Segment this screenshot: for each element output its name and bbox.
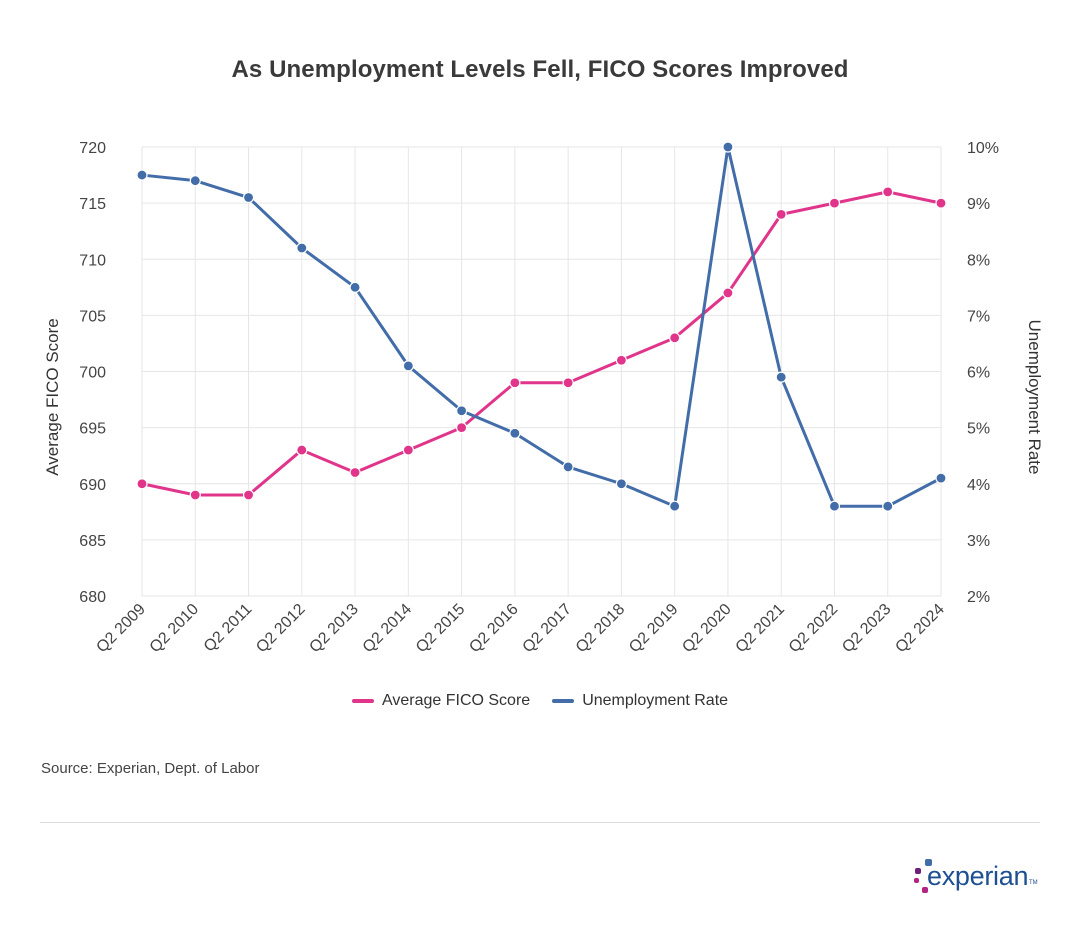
x-tick-label: Q2 2012 bbox=[253, 601, 308, 656]
data-point-fico bbox=[669, 332, 681, 344]
legend-item-fico[interactable]: Average FICO Score bbox=[351, 692, 531, 710]
data-point-unemployment bbox=[828, 500, 841, 512]
y-right-tick-label: 4% bbox=[967, 477, 990, 494]
x-tick-label: Q2 2009 bbox=[93, 601, 148, 656]
x-tick-label: Q2 2024 bbox=[892, 601, 947, 656]
data-point-unemployment bbox=[456, 405, 468, 417]
y-right-tick-label: 10% bbox=[967, 140, 999, 157]
x-tick-label: Q2 2018 bbox=[573, 601, 628, 656]
legend-swatch-unemployment bbox=[552, 699, 575, 703]
data-point-unemployment bbox=[509, 427, 521, 439]
data-point-fico bbox=[242, 489, 255, 501]
y-left-tick-label: 700 bbox=[79, 365, 106, 382]
legend-label-unemployment: Unemployment Rate bbox=[582, 692, 729, 709]
data-point-fico bbox=[615, 354, 628, 366]
data-point-unemployment bbox=[935, 472, 947, 484]
data-point-unemployment bbox=[189, 175, 201, 187]
x-tick-label: Q2 2011 bbox=[201, 601, 256, 656]
y-left-tick-label: 690 bbox=[79, 477, 106, 494]
data-point-fico bbox=[722, 287, 734, 299]
x-tick-label: Q2 2017 bbox=[520, 601, 575, 656]
data-point-fico bbox=[509, 377, 521, 389]
x-tick-label: Q2 2016 bbox=[466, 601, 521, 656]
y-right-tick-label: 9% bbox=[967, 196, 990, 213]
data-point-unemployment bbox=[775, 371, 787, 383]
data-point-unemployment bbox=[296, 242, 308, 254]
data-point-unemployment bbox=[882, 500, 894, 512]
footer-divider bbox=[40, 822, 1040, 823]
logo-dot-magenta bbox=[914, 878, 919, 883]
y-left-axis-title: Average FICO Score bbox=[43, 318, 62, 475]
experian-logo: experian TM bbox=[912, 856, 1042, 900]
logo-dot-purple bbox=[915, 868, 921, 874]
legend-label-fico: Average FICO Score bbox=[381, 692, 531, 709]
data-point-unemployment bbox=[615, 478, 628, 490]
data-point-fico bbox=[456, 422, 468, 434]
data-point-unemployment bbox=[242, 191, 255, 204]
y-left-tick-label: 710 bbox=[79, 252, 106, 269]
data-point-fico bbox=[136, 478, 148, 490]
legend-item-unemployment[interactable]: Unemployment Rate bbox=[552, 692, 728, 710]
data-point-fico bbox=[296, 444, 308, 456]
data-point-unemployment bbox=[402, 360, 414, 372]
logo-dot-blue bbox=[925, 859, 932, 866]
y-right-tick-label: 8% bbox=[967, 252, 990, 269]
data-point-fico bbox=[935, 197, 947, 209]
grid-layer bbox=[141, 146, 942, 597]
y-right-tick-label: 3% bbox=[967, 533, 990, 550]
data-point-unemployment bbox=[669, 500, 681, 512]
data-point-unemployment bbox=[722, 141, 734, 153]
series-line-fico bbox=[140, 190, 943, 497]
data-point-fico bbox=[402, 444, 414, 456]
series-line-unemployment bbox=[140, 145, 943, 508]
x-tick-label: Q2 2021 bbox=[733, 601, 788, 656]
data-point-fico bbox=[189, 489, 201, 501]
logo-trademark: TM bbox=[1029, 880, 1038, 886]
data-point-fico bbox=[349, 466, 361, 479]
y-right-tick-label: 6% bbox=[967, 365, 990, 382]
series-layer bbox=[136, 141, 947, 512]
data-point-unemployment bbox=[562, 461, 574, 473]
x-tick-label: Q2 2010 bbox=[147, 601, 202, 656]
data-point-unemployment bbox=[136, 169, 148, 181]
y-left-tick-label: 695 bbox=[79, 421, 106, 438]
x-tick-label: Q2 2023 bbox=[839, 601, 894, 656]
y-right-tick-label: 5% bbox=[967, 421, 990, 438]
y-left-tick-label: 705 bbox=[79, 308, 106, 325]
source-note: Source: Experian, Dept. of Labor bbox=[41, 760, 260, 777]
y-right-tick-label: 2% bbox=[967, 589, 990, 606]
legend-swatch-fico bbox=[351, 699, 374, 703]
data-point-fico bbox=[775, 208, 787, 220]
x-tick-label: Q2 2022 bbox=[786, 601, 841, 656]
data-point-fico bbox=[828, 197, 841, 209]
y-left-tick-label: 680 bbox=[79, 589, 106, 606]
data-point-unemployment bbox=[349, 281, 361, 293]
x-tick-label: Q2 2020 bbox=[679, 601, 734, 656]
x-tick-label: Q2 2019 bbox=[626, 601, 681, 656]
y-left-tick-label: 685 bbox=[79, 533, 106, 550]
x-tick-label: Q2 2014 bbox=[360, 601, 415, 656]
legend: Average FICO Score Unemployment Rate bbox=[0, 692, 1080, 710]
y-left-tick-label: 715 bbox=[79, 196, 106, 213]
logo-dot-pink bbox=[922, 887, 928, 893]
chart-title: As Unemployment Levels Fell, FICO Scores… bbox=[231, 56, 849, 83]
x-tick-label: Q2 2015 bbox=[413, 601, 468, 656]
y-right-axis-title: Unemployment Rate bbox=[1025, 320, 1044, 475]
logo-wordmark: experian bbox=[927, 861, 1029, 891]
data-point-fico bbox=[562, 377, 574, 389]
data-point-fico bbox=[882, 186, 894, 198]
y-right-tick-label: 7% bbox=[967, 308, 990, 325]
y-left-tick-label: 720 bbox=[79, 140, 106, 157]
axis-layer: 680 685 690 695 700 705 710 715 720 2% 3% 4% 5% 6% 7% 8… bbox=[43, 140, 1044, 656]
x-tick-label: Q2 2013 bbox=[306, 601, 361, 656]
